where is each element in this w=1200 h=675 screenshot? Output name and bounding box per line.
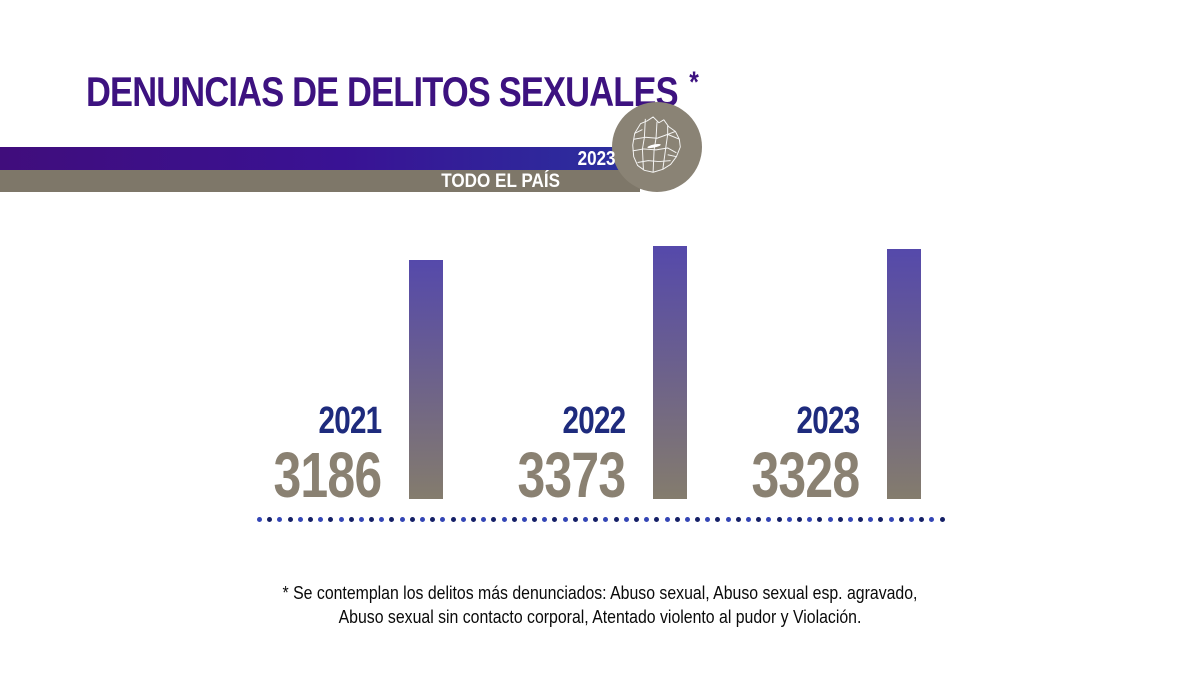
dot [766,516,772,522]
dot [613,516,619,522]
dot [532,516,538,522]
dot [450,516,456,522]
bar [653,246,687,499]
uruguay-map-icon [632,116,681,173]
dot [756,516,762,522]
dot [481,516,487,522]
title-asterisk-icon: * [689,66,699,99]
dot [654,516,660,522]
bar-labels: 2021 3186 [273,400,382,511]
dot [878,516,884,522]
dot [470,516,476,522]
dot [776,516,782,522]
uruguay-map-badge [612,102,702,192]
dot [837,516,843,522]
dot [735,516,741,522]
dot [623,516,629,522]
dot [267,516,273,522]
dot [786,516,792,522]
dot [827,516,833,522]
dot [684,516,690,522]
dot [430,516,436,522]
dot [847,516,853,522]
dot [664,516,670,522]
header-scope-band [0,170,640,192]
header-year-band [0,147,622,170]
dot [817,516,823,522]
dot [297,516,303,522]
dot [695,516,701,522]
dot [898,516,904,522]
dot [725,516,731,522]
dot [603,516,609,522]
dot [491,516,497,522]
bar-labels: 2023 3328 [751,400,860,511]
dot [715,516,721,522]
bar [887,249,921,499]
dot [318,516,324,522]
dotted-divider [257,516,945,522]
dot [858,516,864,522]
dot [583,516,588,522]
dot [552,516,558,522]
dot [746,516,751,522]
dot [919,516,925,522]
dot [593,516,599,522]
dot [909,516,914,522]
chart: 2021 3186 2022 3373 2023 3328 [273,0,921,507]
dot [807,516,813,522]
dot [348,516,354,522]
dot [868,516,874,522]
dot [562,516,568,522]
dot [674,516,680,522]
footnote-line: * Se contemplan los delitos más denuncia… [282,583,918,603]
dot [358,516,364,522]
header-scope-label: TODO EL PAÍS [441,171,560,192]
bar-group: 2023 3328 [751,0,921,507]
dot [257,516,262,522]
footnote-line: Abuso sexual sin contacto corporal, Aten… [338,607,862,627]
dot [888,516,894,522]
dot [379,516,385,522]
dot [929,516,935,522]
page-title: DENUNCIAS DE DELITOS SEXUALES * [86,62,699,115]
dot [796,516,802,522]
bar-group: 2021 3186 [273,0,443,507]
dot [328,516,334,522]
dot [277,516,283,522]
dot [644,516,650,522]
dot [501,516,507,522]
dot [399,516,405,522]
dot [287,516,293,522]
dot [389,516,395,522]
dot [705,516,711,522]
dot [409,516,415,522]
dot [369,516,375,522]
value-label: 3186 [273,439,382,511]
year-label: 2023 [796,400,860,442]
bar [409,260,443,499]
footnote: * Se contemplan los delitos más denuncia… [248,581,952,629]
dot [511,516,517,522]
year-label: 2022 [562,400,626,442]
dot [420,516,425,522]
dot [633,516,639,522]
dot [440,516,446,522]
dot [939,516,945,522]
dot [307,516,313,522]
value-label: 3328 [751,439,860,511]
dot [521,516,527,522]
dot [572,516,578,522]
value-label: 3373 [517,439,626,511]
dot [338,516,344,522]
header-year-label: 2023 [577,148,615,170]
bar-labels: 2022 3373 [517,400,626,511]
dot [542,516,548,522]
year-label: 2021 [318,400,382,442]
dot [460,516,466,522]
page-title-text: DENUNCIAS DE DELITOS SEXUALES [86,68,679,115]
bar-group: 2022 3373 [517,0,687,507]
